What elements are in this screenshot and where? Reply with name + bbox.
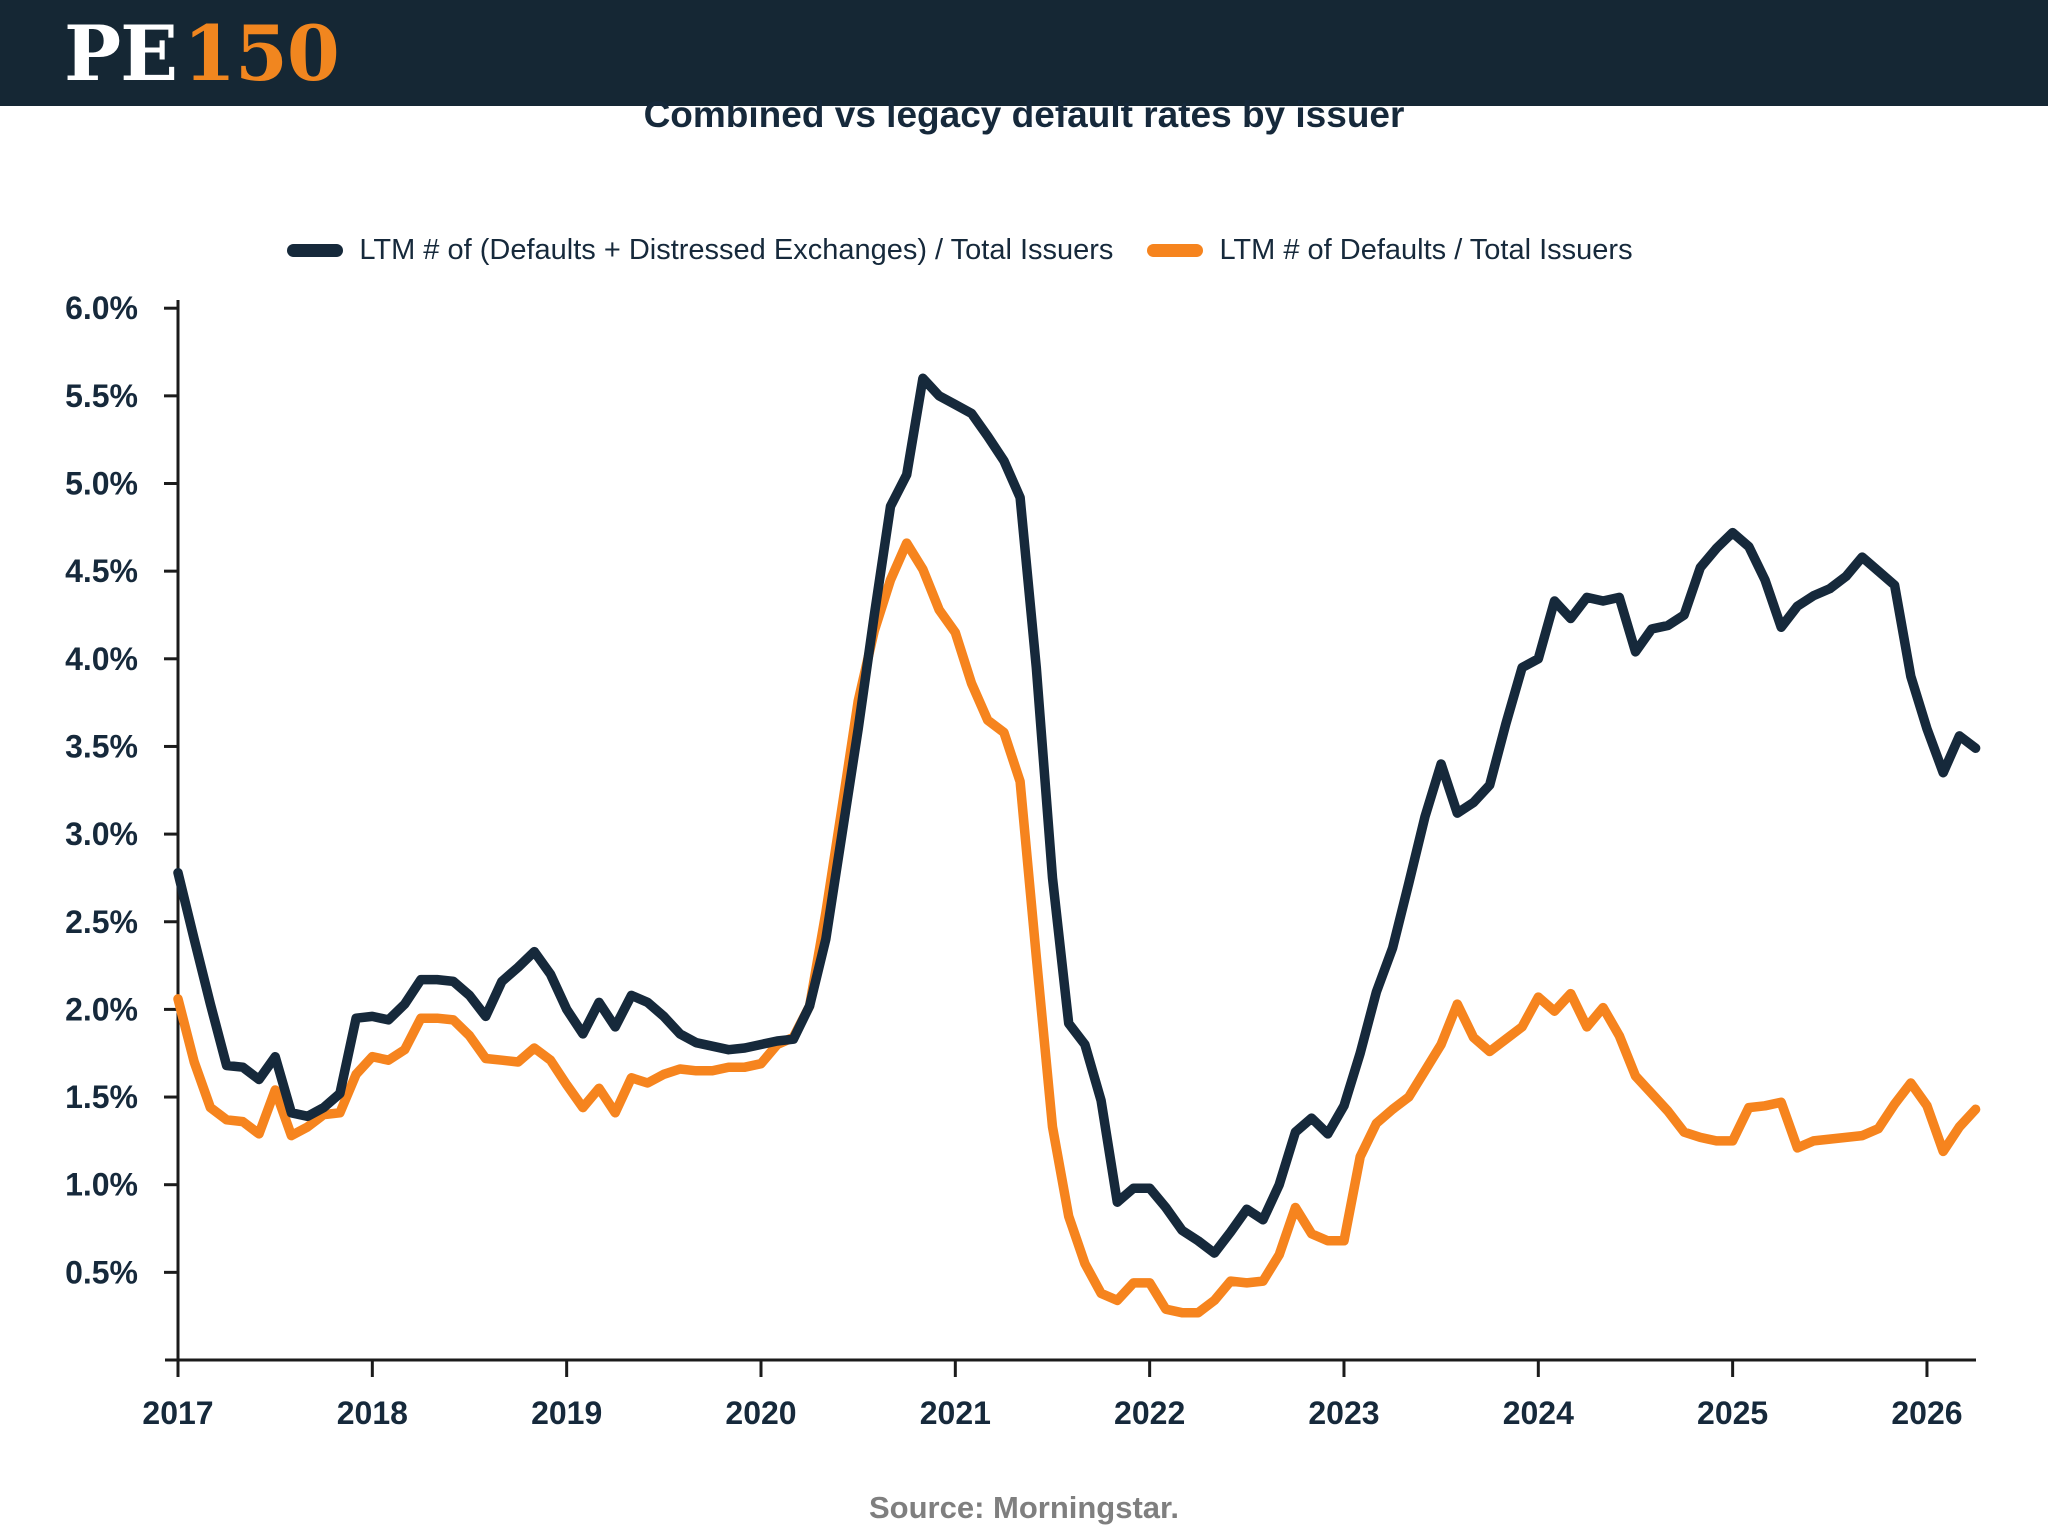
svg-text:2026: 2026 <box>1891 1395 1962 1431</box>
source-caption: Source: Morningstar. <box>868 1490 1180 1525</box>
chart-legend: LTM # of (Defaults + Distressed Exchange… <box>0 234 1920 267</box>
svg-text:5.0%: 5.0% <box>65 466 138 502</box>
svg-text:2025: 2025 <box>1697 1395 1768 1431</box>
svg-text:3.5%: 3.5% <box>65 728 138 764</box>
legend-label-defaults: LTM # of Defaults / Total Issuers <box>1219 234 1633 266</box>
svg-text:1.0%: 1.0% <box>65 1167 138 1203</box>
svg-text:2023: 2023 <box>1308 1395 1379 1431</box>
svg-text:6.0%: 6.0% <box>65 290 138 326</box>
header-bar: PE 150 <box>0 0 2048 106</box>
combined-series-swatch <box>287 244 344 257</box>
svg-text:4.0%: 4.0% <box>65 641 138 677</box>
svg-text:2.5%: 2.5% <box>65 904 138 940</box>
logo-pe-text: PE <box>64 8 178 98</box>
svg-text:3.0%: 3.0% <box>65 816 138 852</box>
svg-text:2.0%: 2.0% <box>65 991 138 1027</box>
chart-title: Combined vs legacy default rates by issu… <box>643 94 1405 135</box>
pe150-logo: PE 150 <box>64 8 340 98</box>
svg-text:2021: 2021 <box>920 1395 991 1431</box>
svg-text:2024: 2024 <box>1503 1395 1574 1431</box>
svg-text:0.5%: 0.5% <box>65 1254 138 1290</box>
svg-text:2020: 2020 <box>725 1395 796 1431</box>
svg-text:2019: 2019 <box>531 1395 602 1431</box>
svg-text:2017: 2017 <box>142 1395 213 1431</box>
svg-text:2022: 2022 <box>1114 1395 1185 1431</box>
svg-text:4.5%: 4.5% <box>65 553 138 589</box>
legend-item-defaults: LTM # of Defaults / Total Issuers <box>1147 234 1633 267</box>
legend-label-combined: LTM # of (Defaults + Distressed Exchange… <box>359 234 1114 266</box>
defaults-series-swatch <box>1147 244 1204 257</box>
logo-150-text: 150 <box>183 8 340 98</box>
svg-text:2018: 2018 <box>337 1395 408 1431</box>
svg-text:1.5%: 1.5% <box>65 1079 138 1115</box>
svg-text:5.5%: 5.5% <box>65 378 138 414</box>
legend-item-combined: LTM # of (Defaults + Distressed Exchange… <box>287 234 1113 267</box>
